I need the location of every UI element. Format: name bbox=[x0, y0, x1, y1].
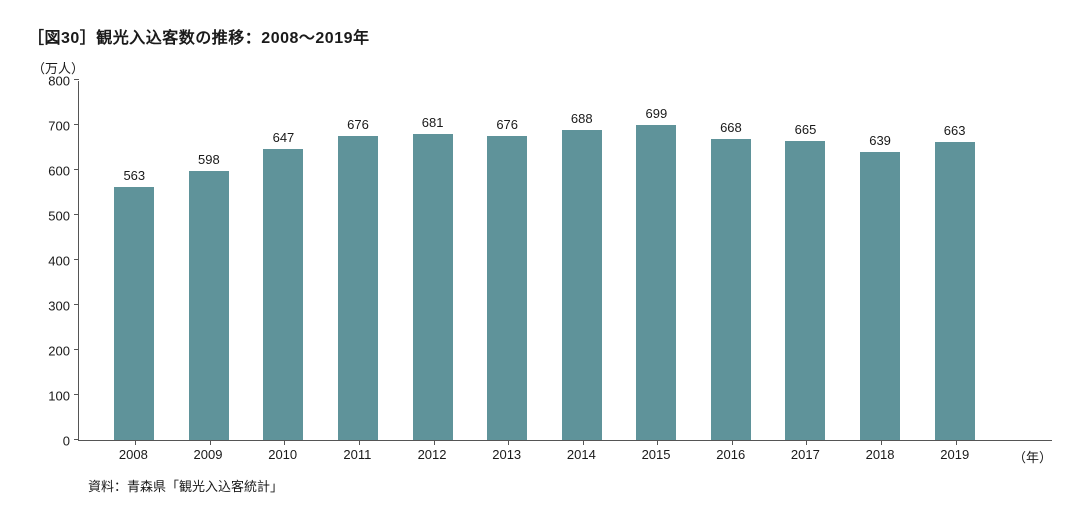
y-tick-mark bbox=[74, 304, 79, 305]
bar-slot: 681 bbox=[395, 81, 470, 440]
y-tick-label: 100 bbox=[30, 389, 70, 404]
bar-slot: 688 bbox=[544, 81, 619, 440]
chart-container: ［図30］観光入込客数の推移：2008～2019年 （万人） 0 100 200 30… bbox=[0, 0, 1080, 507]
x-tick-label: 2017 bbox=[768, 441, 843, 462]
bar-slot: 668 bbox=[694, 81, 769, 440]
bar bbox=[636, 125, 676, 440]
bar bbox=[413, 134, 453, 440]
x-tick-label: 2010 bbox=[245, 441, 320, 462]
x-tick-label: 2018 bbox=[843, 441, 918, 462]
bar-value-label: 563 bbox=[123, 168, 145, 183]
bar-value-label: 647 bbox=[273, 130, 295, 145]
bar-slot: 647 bbox=[246, 81, 321, 440]
bar-slot: 663 bbox=[917, 81, 992, 440]
x-tick-label: 2009 bbox=[171, 441, 246, 462]
y-tick-mark bbox=[74, 259, 79, 260]
bar-value-label: 681 bbox=[422, 115, 444, 130]
y-tick-label: 300 bbox=[30, 299, 70, 314]
bar bbox=[935, 142, 975, 440]
y-tick-label: 700 bbox=[30, 119, 70, 134]
bar-value-label: 688 bbox=[571, 111, 593, 126]
x-tick-label: 2019 bbox=[917, 441, 992, 462]
x-tick-label: 2013 bbox=[469, 441, 544, 462]
y-tick-mark bbox=[74, 214, 79, 215]
x-tick-label: 2016 bbox=[693, 441, 768, 462]
bar-value-label: 663 bbox=[944, 123, 966, 138]
bar-slot: 665 bbox=[768, 81, 843, 440]
y-tick-mark bbox=[74, 439, 79, 440]
bars-row: 563 598 647 676 681 676 688 699 668 665 639 663 bbox=[79, 81, 1052, 440]
x-axis-unit: （年） bbox=[1013, 447, 1052, 466]
y-tick-mark bbox=[74, 169, 79, 170]
y-tick-mark bbox=[74, 394, 79, 395]
y-axis: 0100200300400500600700800 bbox=[28, 81, 78, 441]
chart-title: ［図30］観光入込客数の推移：2008～2019年 bbox=[28, 24, 1052, 48]
bar-value-label: 639 bbox=[869, 133, 891, 148]
bar bbox=[785, 141, 825, 440]
x-tick-label: 2014 bbox=[544, 441, 619, 462]
bar-slot: 676 bbox=[470, 81, 545, 440]
x-tick-label: 2012 bbox=[395, 441, 470, 462]
bar bbox=[114, 187, 154, 440]
bar-slot: 639 bbox=[843, 81, 918, 440]
bar bbox=[562, 130, 602, 440]
y-tick-label: 400 bbox=[30, 254, 70, 269]
x-axis-labels: （年） 200820092010201120122013201420152016… bbox=[78, 441, 1052, 462]
y-tick-label: 200 bbox=[30, 344, 70, 359]
bar bbox=[711, 139, 751, 440]
x-tick-label: 2008 bbox=[96, 441, 171, 462]
y-tick-mark bbox=[74, 124, 79, 125]
bar-value-label: 665 bbox=[795, 122, 817, 137]
bar-slot: 598 bbox=[172, 81, 247, 440]
bar bbox=[860, 152, 900, 440]
y-axis-unit: （万人） bbox=[32, 58, 1052, 77]
bar-value-label: 699 bbox=[645, 106, 667, 121]
bar-slot: 563 bbox=[97, 81, 172, 440]
y-tick-label: 500 bbox=[30, 209, 70, 224]
y-tick-mark bbox=[74, 79, 79, 80]
y-tick-label: 0 bbox=[30, 434, 70, 449]
bar-slot: 676 bbox=[321, 81, 396, 440]
y-tick-label: 800 bbox=[30, 74, 70, 89]
bar-value-label: 598 bbox=[198, 152, 220, 167]
bar bbox=[338, 136, 378, 440]
bar bbox=[487, 136, 527, 440]
y-tick-label: 600 bbox=[30, 164, 70, 179]
bar-value-label: 668 bbox=[720, 120, 742, 135]
bar-value-label: 676 bbox=[496, 117, 518, 132]
y-tick-mark bbox=[74, 349, 79, 350]
x-tick-label: 2015 bbox=[619, 441, 694, 462]
bar bbox=[189, 171, 229, 440]
bar bbox=[263, 149, 303, 440]
chart-area: 0100200300400500600700800 56359864767668… bbox=[28, 81, 1052, 441]
x-tick-label: 2011 bbox=[320, 441, 395, 462]
plot-region: 563 598 647 676 681 676 688 699 668 665 639 663 bbox=[78, 81, 1052, 441]
bar-value-label: 676 bbox=[347, 117, 369, 132]
bar-slot: 699 bbox=[619, 81, 694, 440]
source-citation: 資料：青森県「観光入込客統計」 bbox=[88, 476, 1052, 495]
